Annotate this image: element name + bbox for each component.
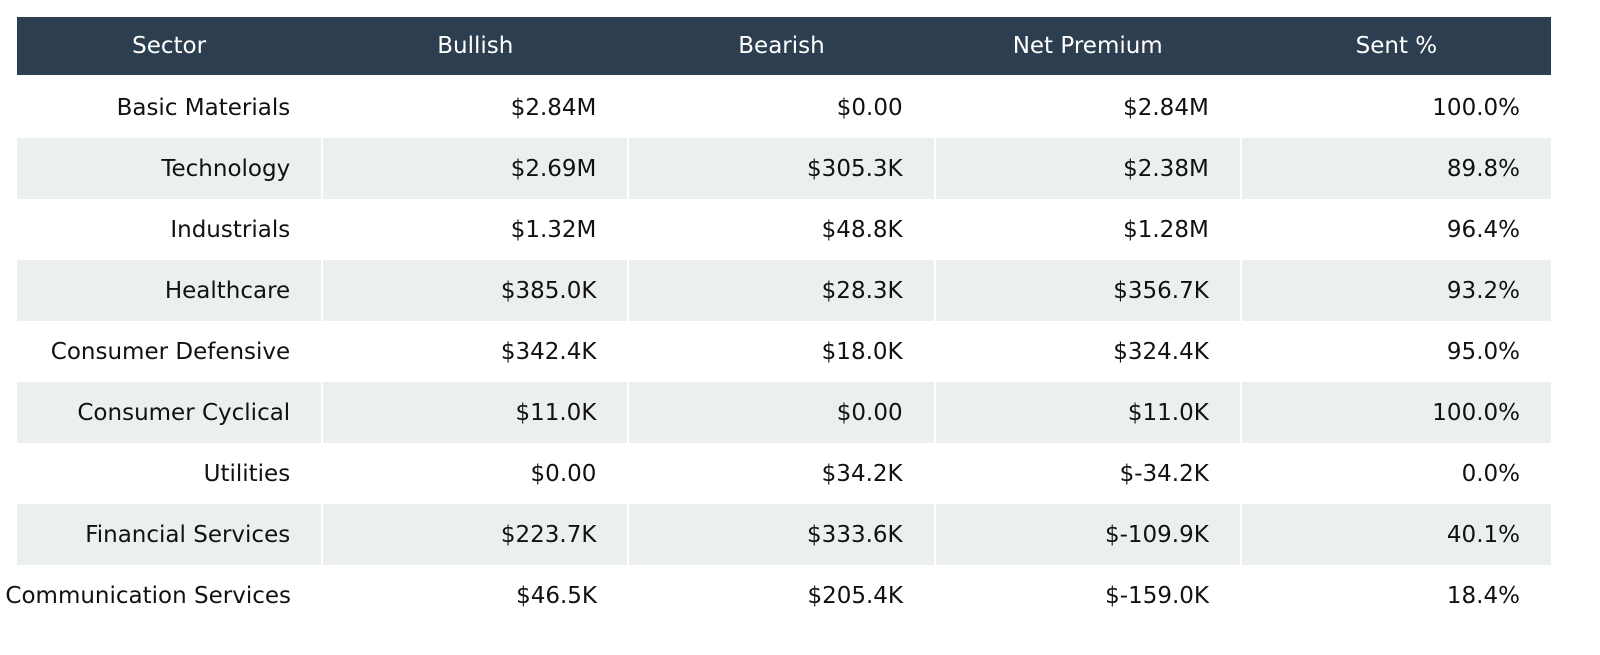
value-cell: $2.84M <box>510 94 597 121</box>
value-cell: $0.00 <box>836 94 903 121</box>
column-header: Net Premium <box>1012 33 1163 59</box>
sector-cell: Basic Materials <box>116 94 291 121</box>
table-row: Technology $2.69M $305.3K $2.38M 89.8% <box>17 138 1551 199</box>
sector-cell: Consumer Cyclical <box>17 382 322 443</box>
value-cell: $0.00 <box>530 460 597 487</box>
sector-cell: Industrials <box>170 216 291 243</box>
value-cell: $324.4K <box>1113 338 1209 365</box>
value-cell: $18.0K <box>821 338 903 365</box>
value-cell: 93.2% <box>1241 260 1551 321</box>
sector-table: Sector Bullish Bearish Net Premium Sent % Bas… <box>5 17 1551 626</box>
table-row: Basic Materials $2.84M $0.00 $2.84M 100.0% <box>17 77 1551 138</box>
value-cell: 95.0% <box>1446 338 1520 365</box>
value-cell: 96.4% <box>1446 216 1520 243</box>
value-cell: $34.2K <box>821 460 903 487</box>
sector-cell: Healthcare <box>17 260 322 321</box>
value-cell: $205.4K <box>807 582 903 609</box>
value-cell: 40.1% <box>1241 504 1551 565</box>
value-cell: $2.38M <box>935 138 1240 199</box>
value-cell: $-159.0K <box>1105 582 1209 609</box>
sector-cell: Utilities <box>203 460 291 487</box>
value-cell: 100.0% <box>1432 94 1520 121</box>
value-cell: $48.8K <box>821 216 903 243</box>
column-header: Bearish <box>738 33 825 59</box>
value-cell: 89.8% <box>1241 138 1551 199</box>
value-cell: $2.84M <box>1123 94 1209 121</box>
value-cell: $11.0K <box>323 382 628 443</box>
value-cell: $0.00 <box>629 382 934 443</box>
table-row: Financial Services $223.7K $333.6K $-109.9K… <box>17 504 1551 565</box>
value-cell: 100.0% <box>1241 382 1551 443</box>
table-row: Utilities $0.00 $34.2K $-34.2K 0.0% <box>17 443 1551 504</box>
column-header: Sector <box>132 33 207 59</box>
sector-cell: Technology <box>17 138 322 199</box>
table-row: Industrials $1.32M $48.8K $1.28M 96.4% <box>17 199 1551 260</box>
value-cell: $46.5K <box>516 582 597 609</box>
table-row: Communication Services $46.5K $205.4K $-159… <box>5 565 1551 626</box>
value-cell: $-34.2K <box>1119 460 1209 487</box>
value-cell: $385.0K <box>323 260 628 321</box>
column-header: Bullish <box>437 33 514 59</box>
value-cell: $1.28M <box>1123 216 1209 243</box>
value-cell: $333.6K <box>629 504 934 565</box>
table-row: Consumer Defensive $342.4K $18.0K $324.4K 95… <box>17 321 1551 382</box>
value-cell: 0.0% <box>1461 460 1520 487</box>
table-row: Consumer Cyclical $11.0K $0.00 $11.0K 100.0% <box>17 382 1551 443</box>
value-cell: 18.4% <box>1446 582 1520 609</box>
value-cell: $2.69M <box>323 138 628 199</box>
sector-cell: Consumer Defensive <box>50 338 291 365</box>
value-cell: $356.7K <box>935 260 1240 321</box>
value-cell: $342.4K <box>500 338 597 365</box>
value-cell: $28.3K <box>629 260 934 321</box>
value-cell: $-109.9K <box>935 504 1240 565</box>
header-row: Sector Bullish Bearish Net Premium Sent % <box>17 17 1551 75</box>
value-cell: $305.3K <box>629 138 934 199</box>
value-cell: $223.7K <box>323 504 628 565</box>
sector-cell: Financial Services <box>17 504 322 565</box>
column-header: Sent % <box>1355 33 1438 59</box>
value-cell: $1.32M <box>510 216 597 243</box>
sector-cell: Communication Services <box>5 582 291 609</box>
table-row: Healthcare $385.0K $28.3K $356.7K 93.2% <box>17 260 1551 321</box>
value-cell: $11.0K <box>935 382 1240 443</box>
